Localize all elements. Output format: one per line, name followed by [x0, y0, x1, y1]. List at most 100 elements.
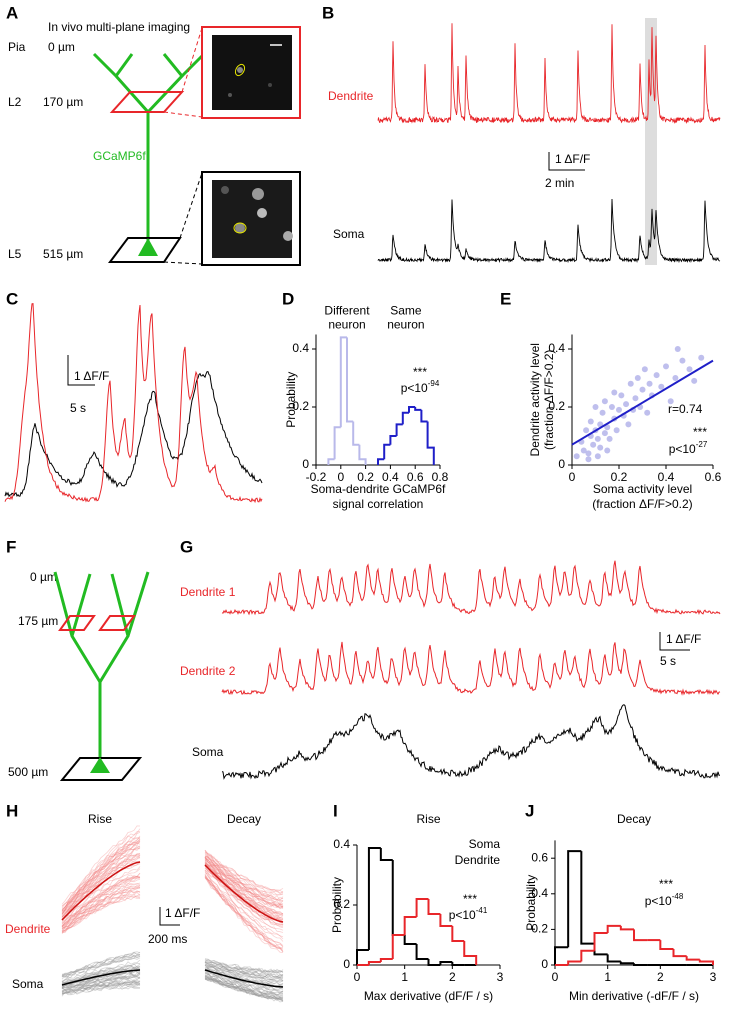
x-tick-label: 0 — [569, 470, 576, 484]
trace-bundle — [61, 891, 141, 933]
trace-bundle — [204, 861, 284, 915]
trace-bundle — [204, 977, 284, 1000]
trace-bundle — [204, 958, 284, 974]
column-label: Decay — [227, 812, 261, 826]
trace-bundle — [61, 885, 141, 929]
trace-bundle — [204, 977, 284, 1000]
trace-bundle — [61, 953, 141, 976]
panel-letter: F — [6, 537, 16, 556]
trace-bundle — [61, 955, 141, 978]
scatter-point — [618, 392, 625, 399]
trace-bundle — [61, 980, 141, 993]
layer-depth: 515 µm — [43, 247, 83, 261]
x-tick-label: 1 — [604, 970, 611, 984]
histogram-step — [339, 336, 347, 428]
trace-bundle — [204, 961, 284, 978]
trace-bundle — [204, 859, 284, 915]
y-tick-label: 0 — [558, 457, 565, 471]
scatter-point — [639, 386, 646, 393]
trace-bundle — [204, 975, 284, 996]
trace-bundle — [204, 855, 284, 901]
trace-bundle — [204, 877, 284, 951]
trace-bundle — [61, 845, 141, 915]
trace-bundle — [61, 954, 141, 978]
annotation-p: p<10-94 — [401, 379, 440, 395]
panel-letter: B — [322, 3, 334, 22]
histogram-step — [383, 443, 391, 460]
trace-bundle — [61, 965, 141, 985]
trace-bundle — [204, 858, 284, 909]
trace-bundle — [204, 968, 284, 987]
trace-bundle — [61, 828, 141, 907]
scatter-point — [580, 447, 587, 454]
annotation-p: p<10-48 — [645, 892, 684, 908]
trace-bundle — [204, 855, 284, 901]
x-tick-label: 0.6 — [407, 470, 424, 484]
panel-letter: D — [282, 289, 294, 308]
trace-bundle — [61, 980, 141, 993]
trace-bundle — [61, 853, 141, 919]
trace-bundle — [61, 857, 141, 920]
histogram-step — [427, 959, 441, 966]
trace-bundle — [61, 966, 141, 985]
trace — [4, 371, 263, 498]
trace-bundle — [61, 886, 141, 930]
p-text: p<10 — [669, 442, 696, 456]
trace-bundle — [204, 975, 284, 998]
trace-bundle — [204, 977, 284, 1000]
legend-word: Different — [324, 304, 370, 318]
legend-label: Same neuron — [387, 304, 424, 332]
scatter-point — [601, 398, 608, 405]
scatter-point — [604, 447, 611, 454]
x-tick-label: 0 — [552, 970, 559, 984]
trace-bundle — [204, 978, 284, 1002]
scatter-point — [686, 366, 693, 373]
x-tick-label: 0.6 — [705, 470, 722, 484]
column-label: Rise — [88, 812, 112, 826]
trace-bundle — [204, 852, 284, 896]
trace-bundle — [61, 983, 141, 995]
trace-bundle — [61, 837, 141, 910]
y-axis-label: Probability — [330, 877, 344, 933]
image-blob — [235, 223, 245, 233]
trace-bundle — [61, 872, 141, 924]
trace-label: Dendrite — [5, 922, 51, 936]
trace-bundle — [204, 964, 284, 981]
scale-label: 1 ΔF/F — [555, 152, 590, 166]
trace-bundle — [61, 840, 141, 912]
x-tick-label: 0 — [354, 970, 361, 984]
trace-bundle — [61, 983, 141, 995]
histogram-step — [379, 958, 393, 962]
image-blob — [252, 188, 264, 200]
trace-bundle — [61, 884, 141, 932]
trace-bundle — [61, 840, 141, 911]
imaging-plane — [59, 757, 143, 781]
histogram-step — [633, 929, 648, 942]
layer-depth: 170 µm — [43, 95, 83, 109]
trace-bundle — [61, 846, 141, 916]
trace-bundle — [204, 856, 284, 909]
trace-bundle — [61, 982, 141, 995]
scatter-point — [601, 430, 608, 437]
trace-bundle — [61, 890, 141, 932]
scale-label: 1 ΔF/F — [74, 369, 109, 383]
histogram-step — [567, 960, 582, 965]
depth-label: 0 µm — [30, 570, 57, 584]
trace-bundle — [61, 875, 141, 928]
scatter-point — [613, 427, 620, 434]
trace-bundle — [61, 841, 141, 912]
trace-bundle — [204, 867, 284, 928]
trace-bundle — [204, 871, 284, 942]
trace-bundle — [61, 974, 141, 990]
histogram-step — [415, 898, 429, 917]
trace-bundle — [61, 894, 141, 933]
trace-bundle — [61, 981, 141, 994]
depth-label: 500 µm — [8, 765, 48, 779]
trace-bundle — [61, 866, 141, 922]
histogram-step — [346, 337, 354, 423]
scatter-point — [667, 398, 674, 405]
trace-bundle — [61, 836, 141, 909]
p-exponent: -48 — [672, 892, 684, 901]
histogram-step — [427, 899, 441, 915]
